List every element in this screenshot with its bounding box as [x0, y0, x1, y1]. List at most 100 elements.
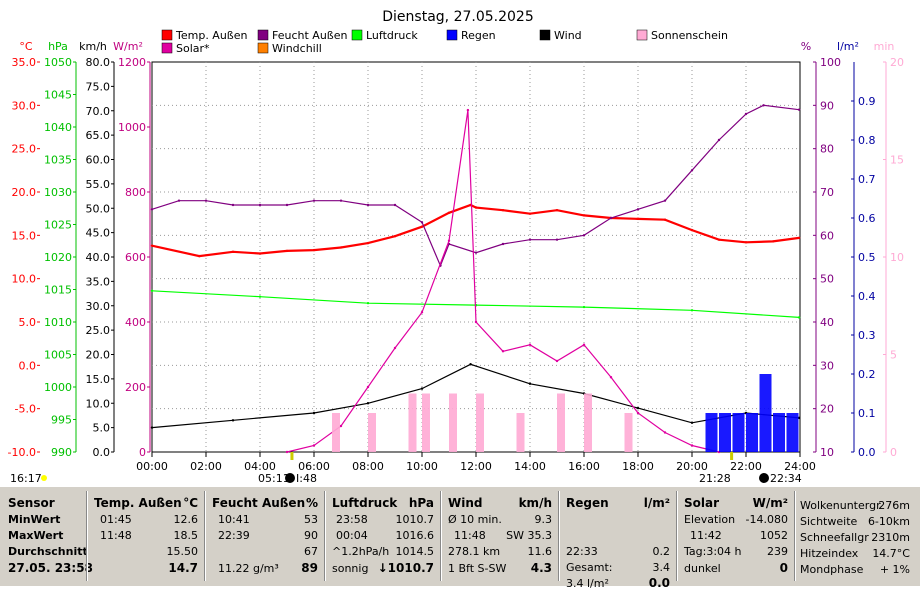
- humidity-current: 89: [301, 561, 318, 575]
- series-point: [555, 359, 559, 363]
- rain-total: 3.4: [652, 561, 671, 574]
- axis-tick-label: 1200: [118, 56, 146, 69]
- axis-tick-label: 800: [125, 186, 146, 199]
- solar-current: 0: [779, 561, 788, 575]
- axis-tick-label: 1045: [44, 89, 72, 102]
- pressure-column: Luftdruck hPa 23:58 1010.7 00:04 1016.6 …: [328, 491, 438, 583]
- axis-tick-label: 60.0: [86, 154, 111, 167]
- temp-unit: °C: [183, 496, 198, 510]
- rain-bar: [732, 413, 745, 452]
- axis-tick-label: 20: [890, 56, 904, 69]
- series-point: [474, 251, 478, 254]
- series-point: [339, 199, 343, 202]
- axis-tick-label: 1010: [44, 316, 72, 329]
- series-point: [339, 246, 343, 249]
- sunshine-bar: [476, 393, 484, 452]
- sunrise-pair-label: I:48: [296, 472, 317, 485]
- series-point: [501, 242, 505, 246]
- pressure-min: 1010.7: [395, 513, 435, 526]
- series-point: [609, 216, 613, 220]
- series-point: [258, 295, 262, 298]
- axis-tick-label: 55.0: [86, 178, 111, 191]
- axis-tick-label: -10.0: [8, 446, 36, 459]
- pressure-current: ↓1010.7: [377, 561, 434, 575]
- chart-grid: [152, 62, 800, 452]
- humidity-max-time: 22:39: [218, 529, 250, 542]
- temp-max-time: 11:48: [100, 529, 132, 542]
- axis-tick-label: 15: [890, 154, 904, 167]
- moon-time-label: 22:34: [770, 472, 802, 485]
- axis-tick-label: 15.0: [86, 373, 111, 386]
- axis-unit: min: [874, 40, 895, 53]
- series-point: [285, 450, 289, 454]
- solar-elevation-label: Elevation: [684, 513, 736, 526]
- wind-unit: km/h: [518, 496, 552, 510]
- temp-current: 14.7: [168, 561, 198, 575]
- legend-label: Luftdruck: [366, 29, 418, 42]
- x-tick-label: 24:00: [784, 460, 816, 473]
- legend-label: Solar*: [176, 42, 210, 55]
- solar-daylength: Tag:3:04 h: [684, 545, 742, 558]
- extra-column: Wolkenuntergr 276m Sichtweite 6-10km Sch…: [798, 491, 918, 583]
- axis-tick-label: 1040: [44, 121, 72, 134]
- series-point: [466, 108, 470, 112]
- series-point: [231, 250, 235, 253]
- axis-tick-label: 0.3: [858, 329, 876, 342]
- row-label-max: MaxWert: [8, 529, 64, 542]
- x-tick-label: 10:00: [406, 460, 438, 473]
- x-tick-label: 20:00: [676, 460, 708, 473]
- axis-tick-label: 0.0: [858, 446, 876, 459]
- humidity-min-time: 10:41: [218, 513, 250, 526]
- series-point: [690, 169, 694, 172]
- wind-max-time: 11:48: [454, 529, 486, 542]
- chart-series: [150, 104, 801, 454]
- axis-tick-label: 80: [820, 143, 834, 156]
- series-point: [366, 241, 370, 245]
- series-point: [312, 248, 316, 252]
- legend-label: Windchill: [272, 42, 322, 55]
- legend-swatch: [161, 29, 173, 41]
- cloud-base-label: Wolkenuntergr: [800, 499, 881, 512]
- axis-tick-label: 0.4: [858, 290, 876, 303]
- series-point: [420, 225, 424, 228]
- series-point: [582, 305, 586, 309]
- axis-unit: km/h: [79, 40, 107, 53]
- axis-unit: l/m²: [837, 40, 859, 53]
- axis-tick-label: 25.0: [12, 143, 37, 156]
- solar-max-time: 11:42: [690, 529, 722, 542]
- sunshine-bar: [557, 393, 565, 452]
- pressure-weather: sonnig: [332, 562, 369, 575]
- legend-label: Feucht Außen: [272, 29, 347, 42]
- series-point: [690, 228, 694, 232]
- axis-tick-label: 10.0: [86, 397, 111, 410]
- series-point: [312, 199, 316, 202]
- chart-title: Dienstag, 27.05.2025: [382, 9, 533, 25]
- axis-tick-label: 1030: [44, 186, 72, 199]
- stats-panel: Sensor MinWert MaxWert Durchschnitt 27.0…: [0, 487, 920, 590]
- axis-tick-label: 50.0: [86, 202, 111, 215]
- axis-tick-label: 5.0: [19, 316, 37, 329]
- series-point: [636, 406, 640, 410]
- sunshine-bar: [624, 413, 633, 452]
- series-point: [474, 206, 478, 209]
- axis-tick-label: 25.0: [86, 324, 111, 337]
- axis-tick-label: 30: [820, 359, 834, 372]
- axis-tick-label: 30.0: [12, 99, 37, 112]
- x-tick-label: 18:00: [622, 460, 654, 473]
- humidity-header: Feucht Außen: [212, 496, 306, 510]
- row-labels-column: Sensor MinWert MaxWert Durchschnitt 27.0…: [6, 491, 93, 583]
- chart-axes: °C 35.0 30.0 25.0 20.0 15.0 10.0 5.0 0.0 -5.0 -10.…: [8, 40, 904, 459]
- axis-tick-label: 0.5: [858, 251, 876, 264]
- sun-icon: [41, 475, 47, 481]
- rain-header: Regen: [566, 496, 609, 510]
- axis-tick-label: 0.6: [858, 212, 876, 225]
- axis-tick-label: 400: [125, 316, 146, 329]
- series-point: [150, 208, 154, 211]
- series-point: [366, 203, 370, 207]
- humidity-abs: 11.22 g/m³: [218, 562, 279, 575]
- rain-bar: [719, 413, 731, 452]
- rain-sum: 3.4 l/m²: [566, 577, 609, 590]
- x-tick-label: 22:00: [730, 460, 762, 473]
- wind-current: 4.3: [530, 561, 552, 575]
- axis-tick-label: 0.1: [858, 407, 876, 420]
